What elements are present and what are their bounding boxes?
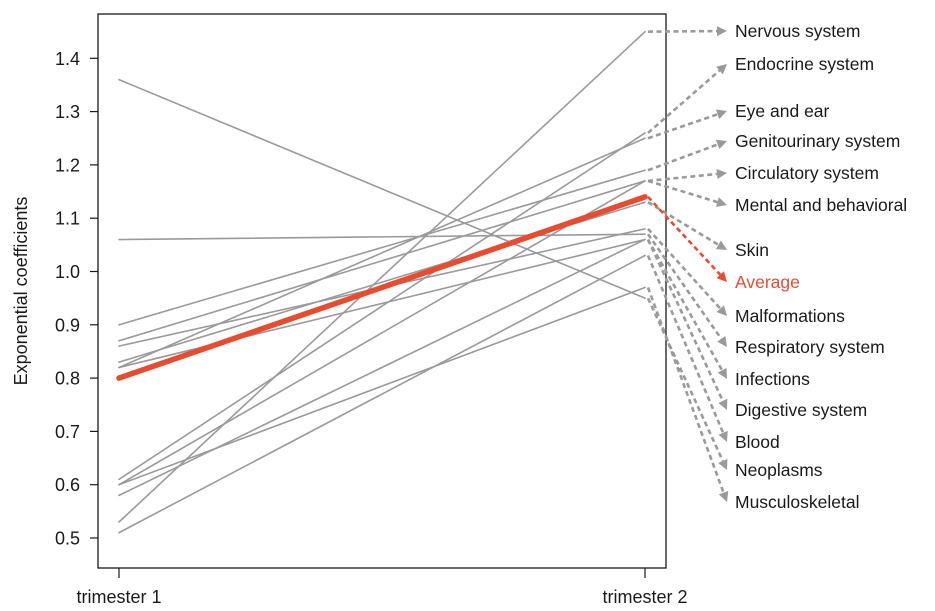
series-line-digestive-system <box>118 238 646 497</box>
y-tick-label: 0.6 <box>55 475 80 495</box>
leader-arrowhead-nervous-system <box>716 26 727 37</box>
legend-label-musculoskeletal: Musculoskeletal <box>735 492 860 512</box>
leader-line-respiratory-system <box>646 233 723 340</box>
y-tick-label: 0.7 <box>55 422 80 442</box>
leader-line-skin <box>647 201 720 246</box>
leader-arrowhead-mental-and-behavioral <box>715 197 727 207</box>
leader-line-circulatory-system <box>647 172 718 183</box>
legend-label-circulatory-system: Circulatory system <box>735 163 879 183</box>
series-lines <box>116 30 648 534</box>
leader-line-digestive-system <box>646 238 724 402</box>
leader-arrowhead-skin <box>715 240 727 250</box>
leader-line-mental-and-behavioral <box>647 179 718 204</box>
y-tick-label: 1.3 <box>55 102 80 122</box>
leader-arrowhead-endocrine-system <box>716 64 727 75</box>
leader-arrowhead-blood <box>718 430 728 442</box>
series-line-neoplasms <box>118 78 646 299</box>
leader-line-malformations <box>647 227 722 310</box>
legend-label-malformations: Malformations <box>735 306 845 326</box>
plot-frame <box>97 13 667 569</box>
leader-arrowhead-digestive-system <box>718 398 728 410</box>
legend-label-neoplasms: Neoplasms <box>735 460 823 480</box>
leader-line-nervous-system <box>647 29 718 33</box>
leader-arrowhead-musculoskeletal <box>718 490 729 502</box>
leader-line-blood <box>646 255 725 434</box>
series-line-circulatory-system <box>118 180 646 342</box>
legend-label-eye-and-ear: Eye and ear <box>735 101 830 121</box>
legend-labels: Nervous system Endocrine system Eye and ea… <box>735 21 907 512</box>
y-axis: 0.5 0.6 0.7 0.8 0.9 1.0 1.1 1.2 1.3 1.4 <box>55 49 98 549</box>
leader-line-eye-and-ear <box>647 113 718 140</box>
leader-arrowhead-genitourinary-system <box>715 139 727 150</box>
leader-arrowhead-average <box>716 271 727 282</box>
y-tick-label: 1.0 <box>55 262 80 282</box>
series-line-genitourinary-system <box>118 169 646 326</box>
series-line-respiratory-system <box>118 233 646 241</box>
legend-label-digestive-system: Digestive system <box>735 400 867 420</box>
leader-lines <box>646 26 729 502</box>
y-tick-label: 0.9 <box>55 315 80 335</box>
y-tick-label: 1.4 <box>55 49 80 69</box>
leader-line-endocrine-system <box>647 69 721 134</box>
leader-line-infections <box>646 238 724 371</box>
series-line-endocrine-system <box>118 132 646 481</box>
y-tick-label: 0.8 <box>55 369 80 389</box>
y-axis-label: Exponential coefficients <box>11 197 31 386</box>
legend-label-respiratory-system: Respiratory system <box>735 337 885 357</box>
series-line-blood <box>118 254 646 534</box>
series-line-nervous-system <box>118 30 646 523</box>
x-tick-label: trimester 2 <box>602 587 687 607</box>
leader-arrowhead-neoplasms <box>718 458 728 470</box>
leader-arrowhead-respiratory-system <box>717 335 727 347</box>
leader-line-average <box>647 195 722 276</box>
y-tick-label: 1.1 <box>55 209 80 229</box>
legend-label-mental-and-behavioral: Mental and behavioral <box>735 195 907 215</box>
series-line-musculoskeletal <box>118 286 646 486</box>
leader-arrowhead-circulatory-system <box>716 169 727 179</box>
x-tick-label: trimester 1 <box>76 587 161 607</box>
legend-label-blood: Blood <box>735 432 780 452</box>
legend-label-skin: Skin <box>735 240 769 260</box>
series-line-eye-and-ear <box>118 137 646 369</box>
legend-label-average: Average <box>735 272 800 292</box>
y-tick-label: 1.2 <box>55 155 80 175</box>
legend-label-nervous-system: Nervous system <box>735 21 860 41</box>
series-line-average <box>116 194 648 381</box>
legend-label-genitourinary-system: Genitourinary system <box>735 131 900 151</box>
y-tick-label: 0.5 <box>55 529 80 549</box>
leader-line-musculoskeletal <box>646 287 725 494</box>
leader-line-genitourinary-system <box>647 143 719 172</box>
series-line-mental-and-behavioral <box>118 180 646 486</box>
leader-arrowhead-infections <box>717 367 727 379</box>
leader-arrowhead-eye-and-ear <box>715 109 727 119</box>
leader-arrowhead-malformations <box>716 305 727 316</box>
leader-line-neoplasms <box>646 297 725 462</box>
legend-label-endocrine-system: Endocrine system <box>735 54 874 74</box>
x-axis: trimester 1 trimester 2 <box>76 568 688 607</box>
legend-label-infections: Infections <box>735 369 810 389</box>
